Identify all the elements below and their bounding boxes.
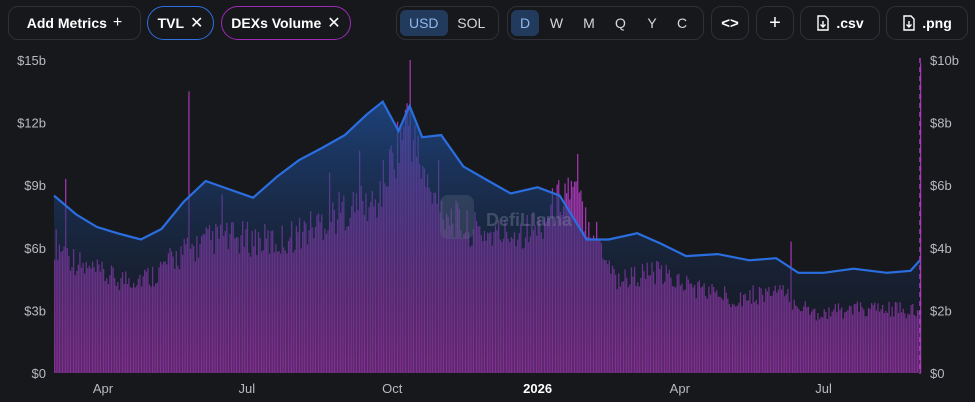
x-tick-label: 2026 [523, 381, 552, 396]
x-tick-label: Apr [93, 381, 114, 396]
x-tick-label: Jul [238, 381, 255, 396]
y-left-tick-label: $0 [32, 366, 46, 381]
y-axis-right: $0 $2b $4b $6b $8b $10b [930, 53, 959, 381]
chart-toolbar: Add Metrics + TVL ✕ DEXs Volume ✕ USD SO… [0, 0, 975, 48]
metric-pill-dexs-volume[interactable]: DEXs Volume ✕ [221, 6, 351, 40]
currency-option-sol[interactable]: SOL [457, 15, 486, 31]
period-option-c[interactable]: C [676, 15, 688, 31]
currency-toggle: USD SOL [396, 6, 499, 40]
close-icon[interactable]: ✕ [190, 15, 204, 32]
tvl-area [54, 101, 920, 373]
tvl-line [53, 100, 921, 274]
download-png-button[interactable]: .png [886, 6, 968, 40]
period-toggle: D W M Q Y C [507, 6, 704, 40]
metric-pill-tvl[interactable]: TVL ✕ [147, 6, 214, 40]
close-icon[interactable]: ✕ [327, 15, 341, 32]
y-left-tick-label: $6b [24, 241, 46, 256]
add-metrics-button[interactable]: Add Metrics + [8, 6, 141, 40]
period-option-y[interactable]: Y [647, 15, 657, 31]
y-right-tick-label: $0 [930, 366, 944, 381]
metric-pill-label: DEXs Volume [231, 15, 322, 31]
x-axis: Apr Jul Oct 2026 Apr Jul [93, 381, 832, 396]
period-option-w[interactable]: W [549, 15, 564, 31]
y-right-tick-label: $2b [930, 303, 952, 318]
x-tick-label: Jul [815, 381, 832, 396]
tvl-volume-chart[interactable]: DefiLlama $0 $3b $6b $9b $12b $15b $0 $2b $4b $6… [0, 48, 975, 402]
y-left-tick-label: $15b [17, 53, 46, 68]
y-right-tick-label: $4b [930, 241, 952, 256]
plus-icon: + [769, 11, 781, 34]
file-download-icon [817, 15, 830, 31]
download-csv-button[interactable]: .csv [800, 6, 880, 40]
code-icon: <> [721, 14, 739, 32]
x-tick-label: Apr [670, 381, 691, 396]
y-right-tick-label: $6b [930, 178, 952, 193]
add-metrics-label: Add Metrics [26, 15, 107, 31]
volume-bar [920, 63, 922, 373]
x-tick-label: Oct [382, 381, 403, 396]
period-option-m[interactable]: M [583, 15, 595, 31]
plus-icon: + [112, 14, 123, 31]
y-axis-left: $0 $3b $6b $9b $12b $15b [17, 53, 46, 381]
watermark-text: DefiLlama [486, 210, 573, 230]
y-left-tick-label: $12b [17, 116, 46, 131]
embed-button[interactable]: <> [711, 6, 749, 40]
file-download-icon [903, 15, 915, 31]
download-png-label: .png [922, 15, 952, 31]
add-button[interactable]: + [756, 6, 794, 40]
period-option-q[interactable]: Q [615, 15, 626, 31]
metric-pill-label: TVL [157, 15, 185, 31]
download-csv-label: .csv [836, 15, 864, 31]
y-left-tick-label: $3b [24, 303, 46, 318]
y-left-tick-label: $9b [24, 178, 46, 193]
watermark: DefiLlama [440, 195, 573, 239]
y-right-tick-label: $10b [930, 53, 959, 68]
currency-option-usd[interactable]: USD [400, 10, 448, 36]
y-right-tick-label: $8b [930, 116, 952, 131]
period-option-d[interactable]: D [511, 10, 539, 36]
defillama-logo [440, 195, 474, 239]
